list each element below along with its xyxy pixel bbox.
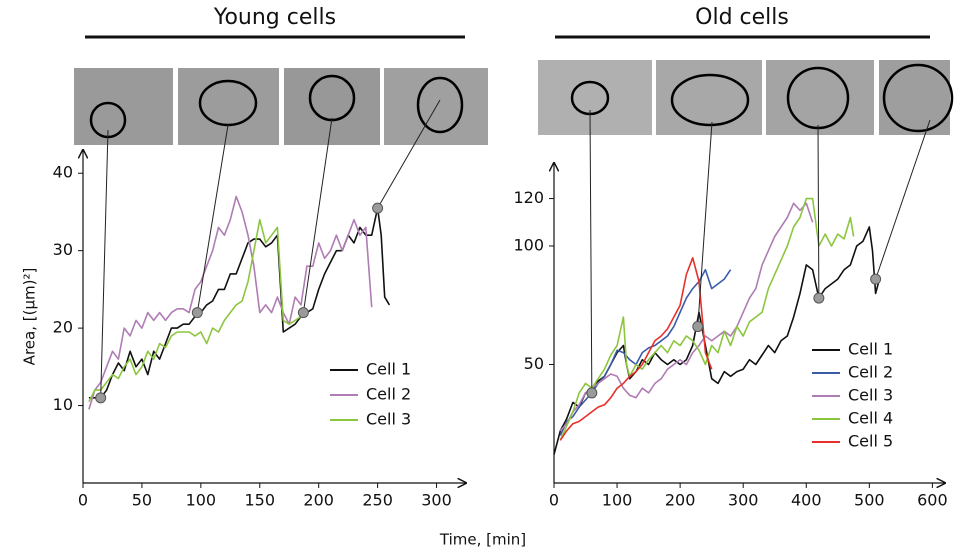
cell-outline — [670, 73, 750, 127]
data-line — [559, 257, 713, 441]
connector — [875, 119, 931, 280]
highlight-point — [95, 392, 107, 404]
y-tick-label: 50 — [524, 354, 544, 373]
connector — [100, 129, 109, 398]
legend-label: Cell 4 — [848, 409, 893, 428]
y-axis-label: Area, [(µm)²] — [21, 268, 39, 366]
legend-label: Cell 1 — [366, 360, 411, 379]
chart-title: Young cells — [213, 5, 336, 30]
legend-label: Cell 2 — [848, 363, 893, 382]
connector — [589, 109, 593, 393]
legend-label: Cell 3 — [848, 386, 893, 405]
x-tick-label: 300 — [728, 491, 759, 510]
x-tick-label: 100 — [186, 491, 217, 510]
cell-image — [178, 68, 279, 145]
connector — [817, 124, 820, 299]
x-tick-label: 0 — [78, 491, 88, 510]
cell-outline — [882, 63, 954, 133]
cell-image — [538, 60, 652, 135]
cell-image — [766, 60, 874, 135]
data-line — [88, 218, 308, 403]
x-tick-label: 600 — [917, 491, 948, 510]
connector — [377, 99, 441, 209]
data-line — [559, 202, 814, 432]
data-line — [88, 195, 373, 410]
highlight-point — [191, 307, 203, 319]
y-tick-label: 100 — [513, 235, 544, 254]
cell-outline — [416, 76, 464, 134]
highlight-point — [692, 321, 704, 333]
legend-label: Cell 1 — [848, 340, 893, 359]
highlight-point — [297, 307, 309, 319]
x-axis-label: Time, [min] — [439, 531, 526, 549]
x-tick-label: 150 — [244, 491, 275, 510]
cell-image — [656, 60, 762, 135]
connector — [302, 117, 333, 313]
legend-label: Cell 5 — [848, 432, 893, 451]
y-tick-label: 40 — [53, 163, 73, 182]
legend-label: Cell 3 — [366, 410, 411, 429]
x-tick-label: 300 — [421, 491, 452, 510]
x-tick-label: 50 — [132, 491, 152, 510]
x-tick-label: 0 — [549, 491, 559, 510]
cell-image — [284, 68, 380, 145]
highlight-point — [372, 202, 384, 214]
y-tick-label: 10 — [53, 395, 73, 414]
x-tick-label: 400 — [791, 491, 822, 510]
x-tick-label: 100 — [602, 491, 633, 510]
y-tick-label: 20 — [53, 318, 73, 337]
data-line — [553, 226, 880, 455]
x-tick-label: 200 — [303, 491, 334, 510]
y-tick-label: 30 — [53, 240, 73, 259]
connector — [196, 124, 229, 313]
cell-images — [74, 60, 954, 145]
x-tick-label: 200 — [665, 491, 696, 510]
highlight-point — [586, 387, 598, 399]
connector — [697, 121, 713, 327]
legend-label: Cell 2 — [366, 385, 411, 404]
y-tick-label: 120 — [513, 188, 544, 207]
data-line — [559, 197, 855, 441]
cell-image — [74, 68, 173, 145]
highlight-point — [813, 292, 825, 304]
x-tick-label: 250 — [362, 491, 393, 510]
x-tick-label: 500 — [854, 491, 885, 510]
highlight-point — [870, 273, 882, 285]
chart-title: Old cells — [695, 5, 789, 30]
